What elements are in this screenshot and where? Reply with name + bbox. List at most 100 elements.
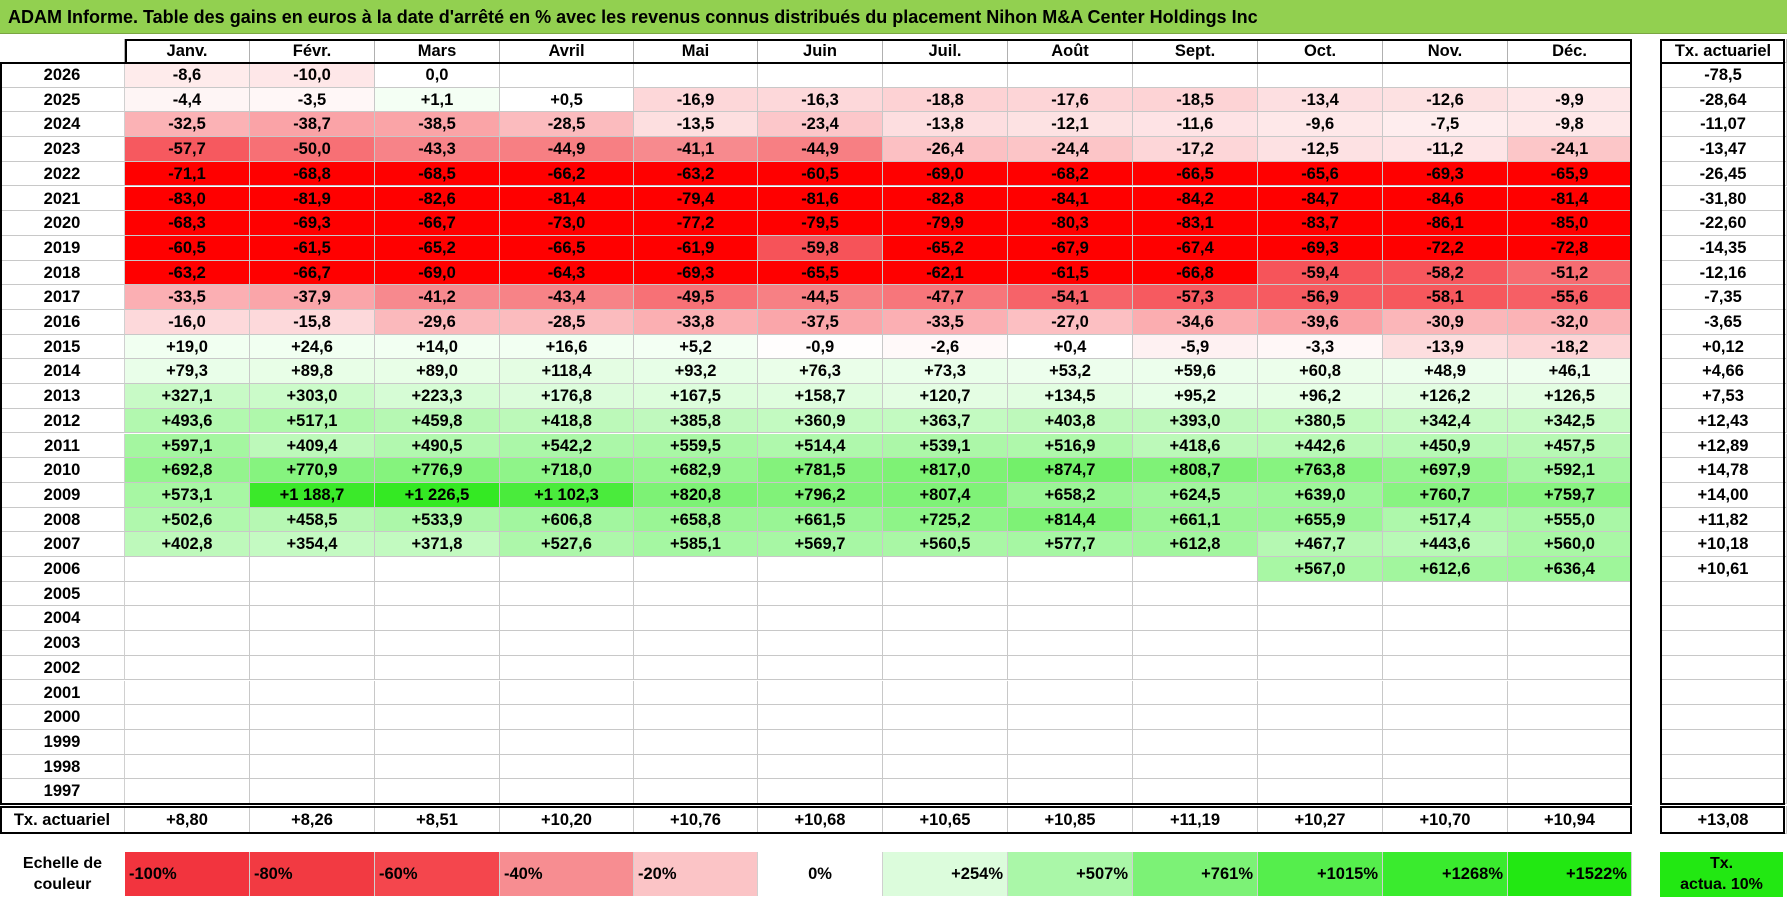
gain-cell [1008, 606, 1133, 632]
annual-rate-cell: -78,5 [1660, 63, 1787, 88]
gain-cell: -83,1 [1133, 211, 1258, 236]
gain-cell: +96,2 [1258, 384, 1383, 409]
year-label: 2016 [0, 310, 125, 335]
gain-cell: +658,2 [1008, 482, 1133, 508]
gain-cell: +493,6 [125, 408, 250, 434]
annual-rate-header: Tx. actuariel [1660, 39, 1787, 63]
color-scale-label-line1: Echelle de [22, 855, 103, 872]
gain-cell: +223,3 [375, 384, 500, 409]
gain-cell: +443,6 [1383, 532, 1508, 557]
gain-cell: +53,2 [1008, 359, 1133, 385]
gain-cell [125, 655, 250, 681]
gain-cell: +555,0 [1508, 507, 1632, 533]
gain-cell: -32,5 [125, 112, 250, 138]
gain-cell [125, 754, 250, 780]
gain-cell: -83,7 [1258, 211, 1383, 236]
annual-rate-cell: +11,82 [1660, 507, 1787, 533]
gain-cell: +692,8 [125, 458, 250, 483]
footer-rate-cell: +10,27 [1258, 806, 1383, 834]
gain-cell [1133, 606, 1258, 632]
gain-cell: -68,3 [125, 211, 250, 236]
month-header-3: Mars [375, 39, 500, 63]
gain-cell: -81,4 [1508, 186, 1632, 212]
gain-cell: -39,6 [1258, 310, 1383, 335]
gain-cell [1258, 754, 1383, 780]
gain-cell [1508, 754, 1632, 780]
gain-cell [1008, 63, 1133, 88]
gain-cell [758, 63, 883, 88]
gain-cell [634, 631, 758, 656]
gain-cell: -79,9 [883, 211, 1008, 236]
gain-cell: -82,6 [375, 186, 500, 212]
gain-cell: +393,0 [1133, 408, 1258, 434]
gain-cell: -11,2 [1383, 137, 1508, 162]
gain-cell: -68,8 [250, 161, 375, 187]
annual-rate-cell [1660, 655, 1787, 681]
year-label: 2010 [0, 458, 125, 483]
gain-cell [1383, 729, 1508, 755]
year-label: 2005 [0, 581, 125, 607]
gain-cell: +542,2 [500, 433, 634, 459]
gain-cell [634, 779, 758, 804]
gain-cell: +760,7 [1383, 482, 1508, 508]
gain-cell [1383, 779, 1508, 804]
gain-cell [883, 680, 1008, 706]
footer-rate-cell: +8,80 [125, 806, 250, 834]
color-scale-swatch: -80% [250, 852, 375, 896]
gain-cell: +73,3 [883, 359, 1008, 385]
gain-cell [375, 606, 500, 632]
gain-cell: +807,4 [883, 482, 1008, 508]
gain-cell: +48,9 [1383, 359, 1508, 385]
gain-cell [375, 631, 500, 656]
footer-rate-cell: +10,65 [883, 806, 1008, 834]
gain-cell [1008, 680, 1133, 706]
gain-cell: -56,9 [1258, 285, 1383, 310]
gain-cell [1133, 779, 1258, 804]
gain-cell: -38,5 [375, 112, 500, 138]
gain-cell [1508, 705, 1632, 730]
footer-rate-cell: +8,26 [250, 806, 375, 834]
gain-cell [758, 705, 883, 730]
annual-rate-cell: +14,78 [1660, 458, 1787, 483]
gain-cell: -17,6 [1008, 87, 1133, 113]
gain-cell [250, 557, 375, 582]
gain-cell: -43,4 [500, 285, 634, 310]
color-scale-label: Echelle de couleur [0, 853, 125, 895]
gain-cell: -62,1 [883, 260, 1008, 286]
year-label: 2013 [0, 384, 125, 409]
annual-rate-cell: +10,61 [1660, 557, 1787, 582]
gain-cell [758, 557, 883, 582]
gain-cell [1258, 680, 1383, 706]
footer-rate-cell: +11,19 [1133, 806, 1258, 834]
gain-cell [250, 606, 375, 632]
gain-cell: -30,9 [1383, 310, 1508, 335]
gain-cell: -79,4 [634, 186, 758, 212]
gain-cell: -28,5 [500, 310, 634, 335]
gain-cell [883, 729, 1008, 755]
gain-cell [1008, 705, 1133, 730]
gain-cell [883, 557, 1008, 582]
gain-cell: -69,0 [883, 161, 1008, 187]
annual-rate-cell: -22,60 [1660, 211, 1787, 236]
gain-cell: +354,4 [250, 532, 375, 557]
gain-cell [634, 754, 758, 780]
gain-cell: -58,1 [1383, 285, 1508, 310]
month-header-4: Avril [500, 39, 634, 63]
color-scale-swatch: +507% [1008, 852, 1133, 896]
gain-cell: -69,3 [1258, 235, 1383, 261]
gain-cell: +342,5 [1508, 408, 1632, 434]
gain-cell [883, 705, 1008, 730]
annual-rate-cell [1660, 729, 1787, 755]
year-label: 2009 [0, 482, 125, 508]
gain-cell [375, 705, 500, 730]
gain-cell: -84,6 [1383, 186, 1508, 212]
year-label: 2018 [0, 260, 125, 286]
gain-cell: -33,8 [634, 310, 758, 335]
gain-cell [1383, 631, 1508, 656]
gain-cell: -7,5 [1383, 112, 1508, 138]
color-scale-swatch: -100% [125, 852, 250, 896]
gain-cell: +14,0 [375, 334, 500, 360]
gain-cell [500, 557, 634, 582]
color-scale-swatch: +1522% [1508, 852, 1632, 896]
gain-cell: -77,2 [634, 211, 758, 236]
